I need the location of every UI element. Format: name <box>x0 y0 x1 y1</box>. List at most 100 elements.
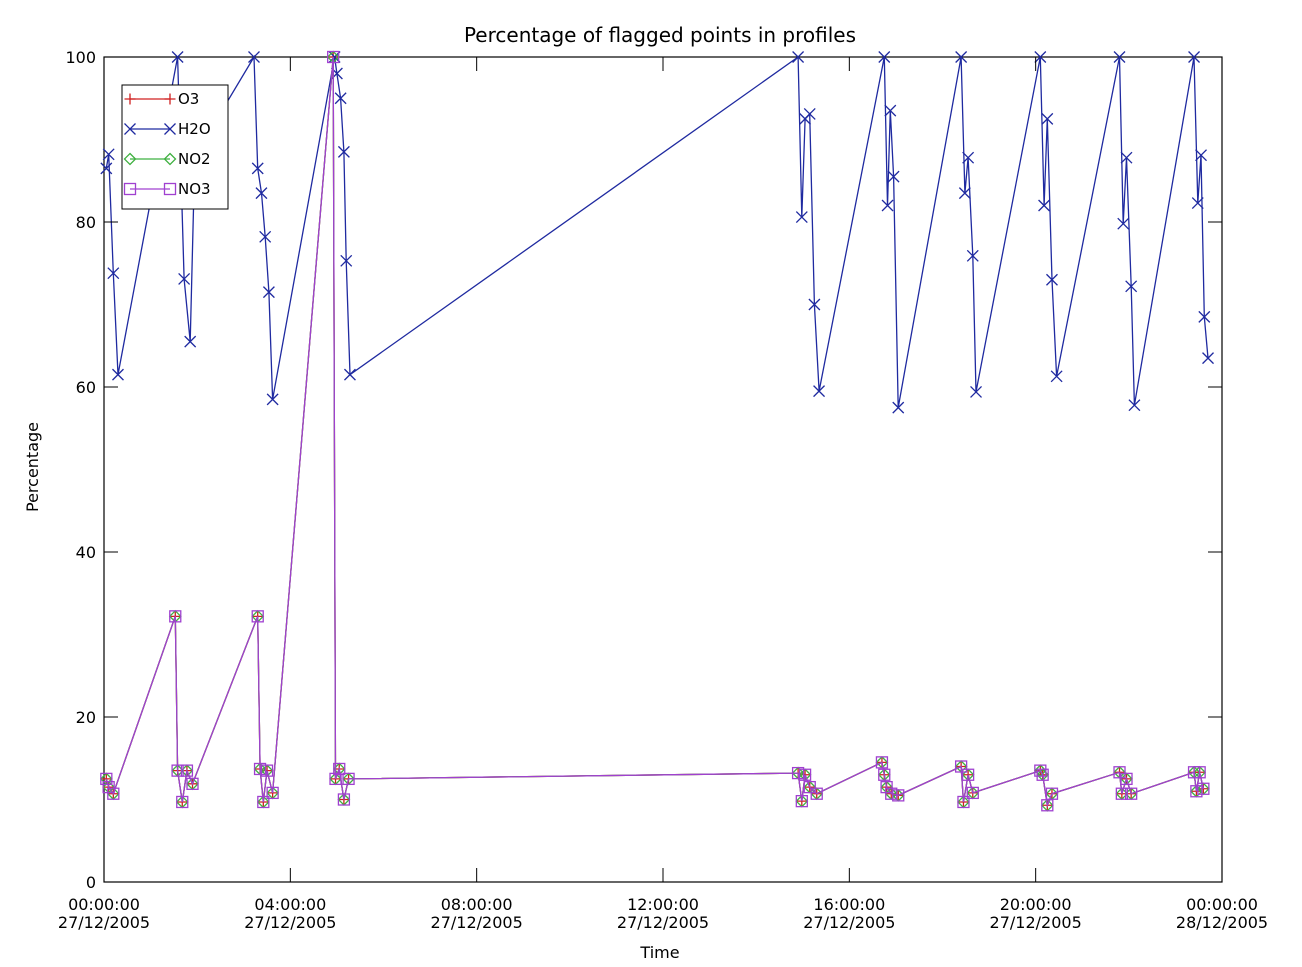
data-point-h2o <box>1050 370 1063 383</box>
legend-entry-h2o: H2O <box>124 120 211 138</box>
data-point-h2o <box>251 162 264 175</box>
y-axis-label: Percentage <box>23 422 42 512</box>
data-point-h2o <box>112 368 124 381</box>
x-tick-date-label: 27/12/2005 <box>244 913 336 932</box>
data-point-h2o <box>100 162 113 175</box>
data-point-no3 <box>333 762 346 776</box>
data-point-h2o <box>803 107 816 120</box>
data-point-no3 <box>1193 766 1206 779</box>
data-point-no3 <box>803 780 816 794</box>
data-point-no3 <box>251 610 264 623</box>
data-point-h2o <box>1046 273 1058 286</box>
data-point-h2o <box>1113 51 1126 63</box>
data-point-no3 <box>337 793 351 806</box>
data-point-h2o <box>808 298 821 311</box>
data-point-h2o <box>262 286 275 299</box>
data-point-no3 <box>171 764 184 777</box>
data-point-h2o <box>955 51 968 63</box>
data-point-h2o <box>1120 151 1133 164</box>
data-point-no3 <box>798 768 812 781</box>
data-point-h2o <box>966 249 979 262</box>
x-tick-time-label: 12:00:00 <box>627 895 699 914</box>
legend-marker <box>123 152 137 166</box>
data-point-no3 <box>795 795 808 808</box>
legend-label: H2O <box>178 120 211 138</box>
legend-entry-no3: NO3 <box>123 180 211 198</box>
x-tick-date-label: 27/12/2005 <box>58 913 150 932</box>
legend-marker <box>164 123 176 135</box>
legend-entry-o3: O3 <box>124 90 199 108</box>
data-point-h2o <box>881 199 894 212</box>
data-point-no3 <box>966 786 979 800</box>
y-tick-label: 100 <box>65 48 96 67</box>
data-point-h2o <box>1128 399 1141 412</box>
x-tick-time-label: 08:00:00 <box>441 895 513 914</box>
data-point-h2o <box>1034 51 1047 63</box>
data-point-h2o <box>248 51 260 63</box>
legend-marker <box>124 123 136 135</box>
data-point-no3 <box>186 777 199 790</box>
data-point-no3 <box>342 772 355 786</box>
x-axis-label: Time <box>639 943 679 962</box>
legend: O3 H2O NO2 NO3 <box>121 84 229 210</box>
data-point-no3 <box>1045 787 1059 800</box>
data-point-no3 <box>954 760 968 773</box>
legend-label: O3 <box>178 90 199 108</box>
data-point-no3 <box>107 787 120 800</box>
y-tick-label: 40 <box>76 543 96 562</box>
data-point-no3 <box>810 787 823 800</box>
legend-label: NO3 <box>178 180 211 198</box>
data-point-no3 <box>169 610 182 623</box>
data-point-no3 <box>260 764 274 777</box>
x-tick-date-label: 27/12/2005 <box>990 913 1082 932</box>
data-point-o3 <box>100 773 112 785</box>
series-line-h2o <box>105 54 1209 408</box>
data-point-no3 <box>329 772 342 786</box>
x-tick-time-label: 16:00:00 <box>813 895 885 914</box>
data-point-no3 <box>266 786 279 800</box>
data-point-h2o <box>1191 197 1204 209</box>
data-point-h2o <box>337 145 350 158</box>
data-point-h2o <box>795 211 808 224</box>
y-tick-label: 60 <box>76 378 96 397</box>
data-point-h2o <box>255 187 268 200</box>
data-point-h2o <box>1195 149 1207 162</box>
legend-marker <box>163 182 177 196</box>
series-line-no2 <box>105 56 1205 808</box>
legend-marker <box>124 93 136 105</box>
data-point-h2o <box>878 51 891 63</box>
data-point-no3 <box>1034 764 1047 777</box>
series-no3 <box>100 50 1210 812</box>
data-point-no3 <box>892 789 905 802</box>
data-point-no3 <box>1120 772 1133 786</box>
y-tick-label: 20 <box>76 708 96 727</box>
data-point-h2o <box>171 51 184 63</box>
data-point-h2o <box>1041 112 1054 125</box>
data-point-h2o <box>1188 51 1201 63</box>
data-point-h2o <box>958 187 971 200</box>
legend-label: NO2 <box>178 150 211 168</box>
data-point-no3 <box>180 764 194 777</box>
data-point-no3 <box>1115 787 1128 800</box>
data-point-h2o <box>178 272 191 285</box>
data-point-h2o <box>813 385 826 398</box>
data-point-h2o <box>887 170 900 183</box>
data-point-h2o <box>334 92 347 105</box>
series-line-no3 <box>105 56 1205 808</box>
data-point-no3 <box>176 795 189 809</box>
data-point-h2o <box>1198 310 1211 323</box>
x-tick-date-label: 27/12/2005 <box>617 913 709 932</box>
legend-marker <box>164 93 176 105</box>
data-point-no3 <box>257 795 270 809</box>
data-point-h2o <box>107 267 120 280</box>
chart-title: Percentage of flagged points in profiles <box>464 23 856 47</box>
data-point-no3 <box>791 766 805 780</box>
data-point-no3 <box>961 768 975 781</box>
data-point-h2o <box>344 368 356 381</box>
data-point-no3 <box>880 780 893 794</box>
data-point-no3 <box>1125 787 1138 800</box>
data-point-no3 <box>1113 766 1126 779</box>
data-point-no3 <box>1197 782 1210 795</box>
legend-entry-no2: NO2 <box>123 150 211 168</box>
